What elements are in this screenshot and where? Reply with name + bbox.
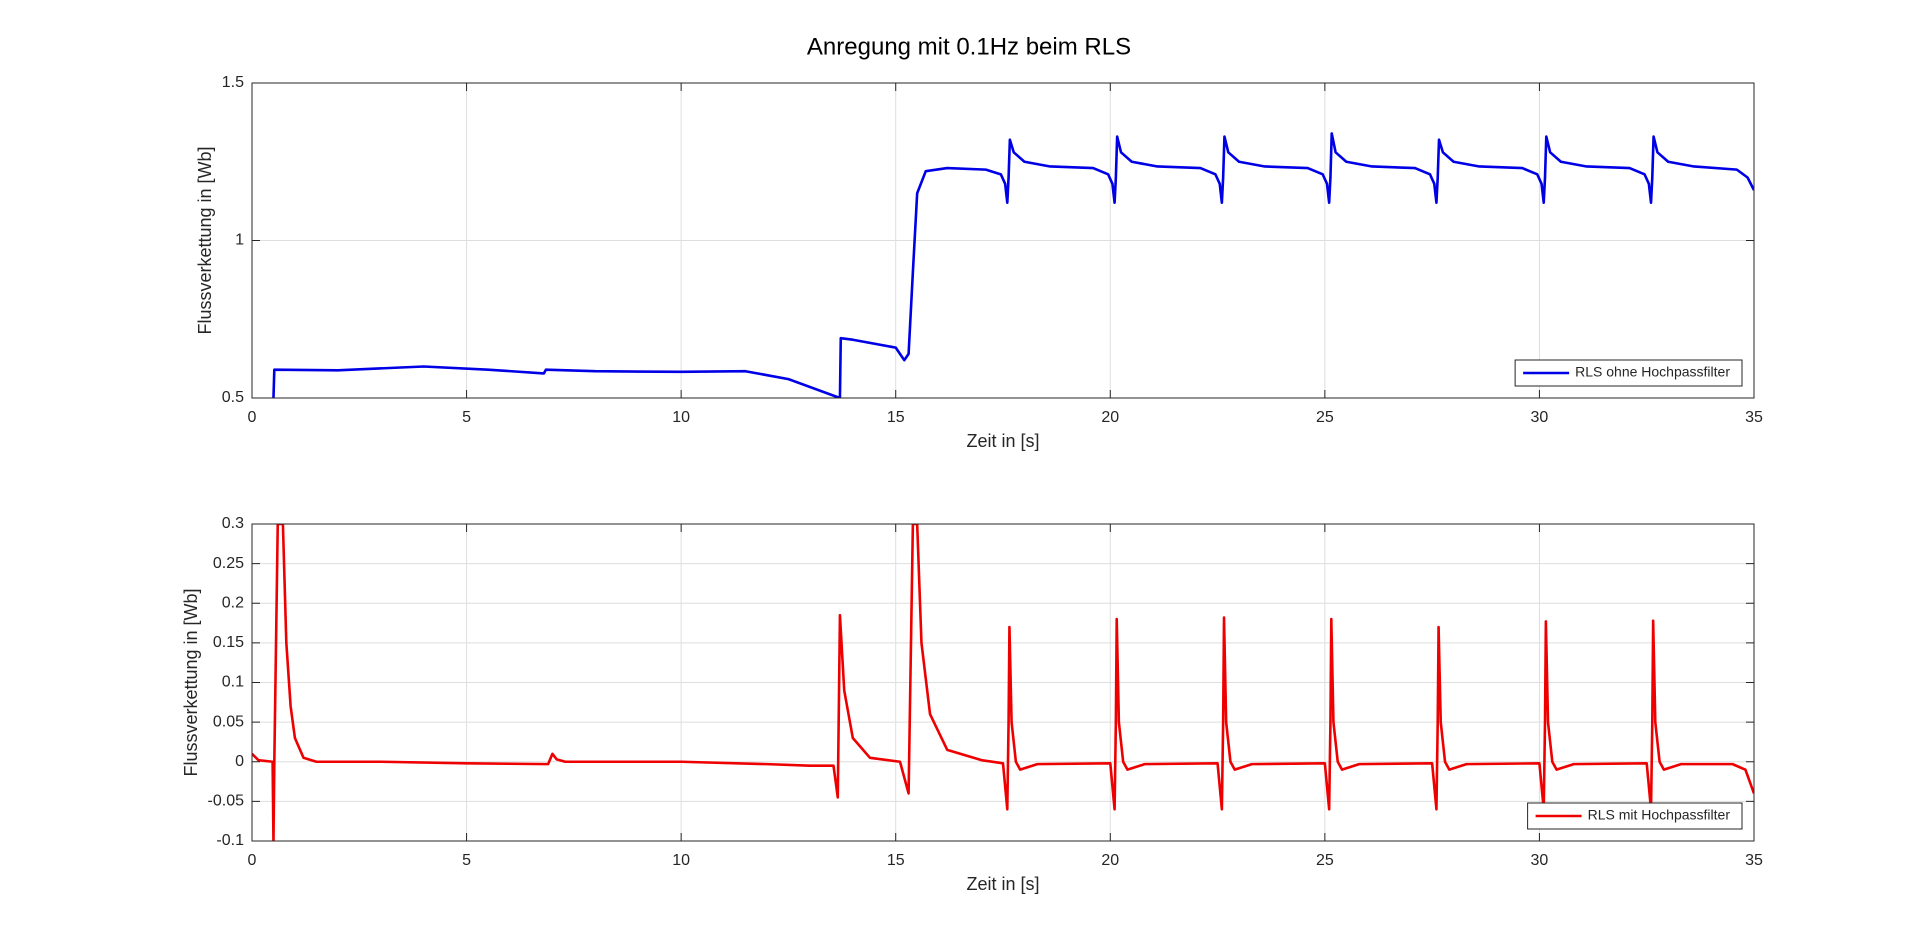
y-tick-label: 0.15 (213, 634, 244, 651)
y-tick-label: 0.2 (222, 594, 244, 611)
y-tick-label: 1.5 (222, 74, 244, 91)
x-tick-label: 30 (1531, 409, 1549, 426)
x-axis-label: Zeit in [s] (966, 431, 1039, 451)
x-tick-label: 15 (887, 409, 905, 426)
x-tick-label: 30 (1531, 852, 1549, 869)
legend-label: RLS ohne Hochpassfilter (1575, 364, 1730, 380)
x-tick-label: 5 (462, 852, 471, 869)
x-tick-label: 5 (462, 409, 471, 426)
x-tick-label: 20 (1101, 409, 1119, 426)
x-axis-label: Zeit in [s] (966, 874, 1039, 894)
y-tick-label: 0.05 (213, 713, 244, 730)
y-axis-label: Flussverkettung in [Wb] (195, 146, 215, 334)
y-tick-label: 0.3 (222, 515, 244, 532)
y-tick-label: 1 (235, 232, 244, 249)
figure-title: Anregung mit 0.1Hz beim RLS (807, 33, 1131, 60)
x-tick-label: 35 (1745, 852, 1763, 869)
x-tick-label: 0 (248, 409, 257, 426)
data-line (252, 524, 1754, 841)
x-tick-label: 35 (1745, 409, 1763, 426)
axes: 0 5 10 15 20 25 30 35 -0.1 -0.05 0 0.05 0.1 0.15 0.2 0.… (181, 515, 1763, 894)
plot-lines (272, 132, 1754, 398)
axes: 0 5 10 15 20 25 30 35 0.5 1 1.5 Zeit in [s] Flussver… (195, 74, 1763, 451)
legend: RLS ohne Hochpassfilter (1514, 359, 1743, 387)
y-tick-label: 0.5 (222, 389, 244, 406)
x-tick-label: 15 (887, 852, 905, 869)
y-tick-label: 0.1 (222, 674, 244, 691)
x-tick-label: 20 (1101, 852, 1119, 869)
x-tick-label: 0 (248, 852, 257, 869)
x-tick-label: 25 (1316, 409, 1334, 426)
axes-box (251, 523, 1755, 842)
y-tick-label: 0 (235, 753, 244, 770)
x-tick-label: 10 (672, 409, 690, 426)
axes-box (251, 82, 1755, 399)
legend: RLS mit Hochpassfilter (1527, 802, 1743, 830)
x-tick-label: 25 (1316, 852, 1334, 869)
y-tick-label: -0.1 (216, 832, 244, 849)
y-axis-label: Flussverkettung in [Wb] (181, 588, 201, 776)
plot-lines (252, 524, 1754, 841)
data-line (272, 132, 1754, 398)
legend-label: RLS mit Hochpassfilter (1588, 807, 1731, 823)
y-tick-label: -0.05 (208, 793, 245, 810)
x-tick-label: 10 (672, 852, 690, 869)
y-tick-label: 0.25 (213, 555, 244, 572)
